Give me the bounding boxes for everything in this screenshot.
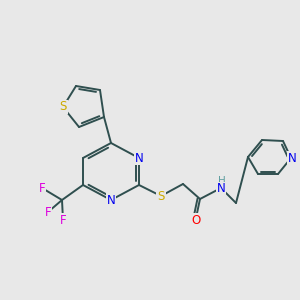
Text: N: N xyxy=(217,182,225,196)
Text: N: N xyxy=(135,152,143,164)
Text: H: H xyxy=(218,176,226,186)
Text: F: F xyxy=(39,182,45,194)
Text: F: F xyxy=(60,214,66,226)
Text: F: F xyxy=(45,206,51,218)
Text: N: N xyxy=(288,152,296,164)
Text: N: N xyxy=(106,194,116,206)
Text: O: O xyxy=(191,214,201,226)
Text: S: S xyxy=(157,190,165,202)
Text: S: S xyxy=(59,100,67,113)
